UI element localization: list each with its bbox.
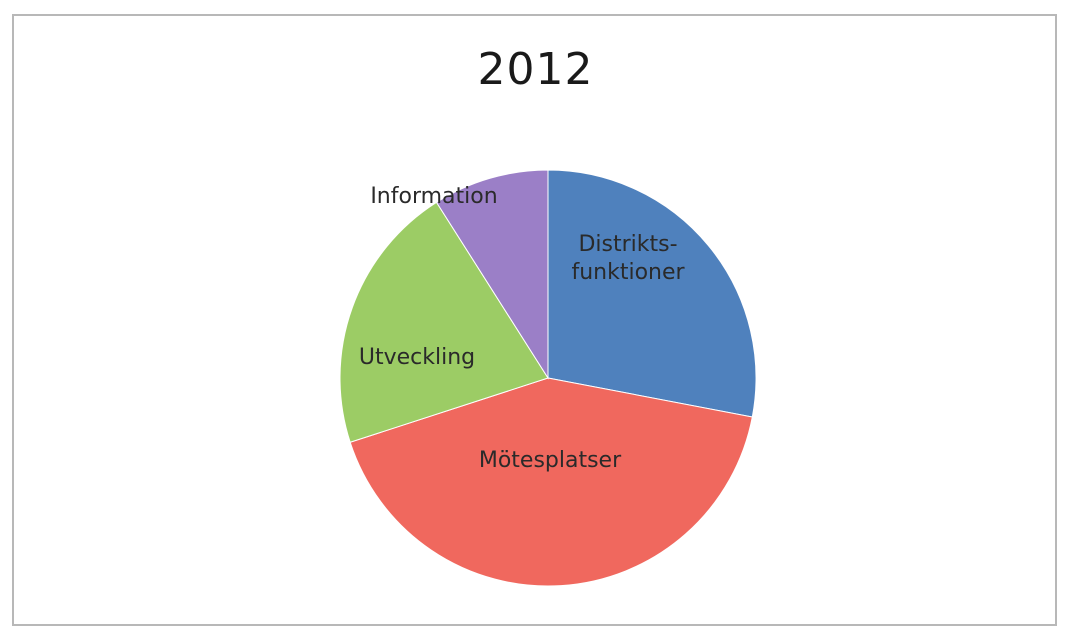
- pie-slice-mötesplatser: [349, 377, 753, 587]
- slice-label-line: Distrikts-: [578, 232, 677, 257]
- slice-label-line: Mötesplatser: [479, 448, 622, 473]
- pie-slices: [339, 169, 757, 587]
- slice-label-mötesplatser: Mötesplatser: [479, 448, 622, 473]
- slice-label-line: Information: [370, 184, 497, 209]
- chart-title: 2012: [477, 44, 594, 95]
- pie-labels: Distrikts-funktioner Mötesplatser Utveckli…: [359, 184, 686, 473]
- slice-label-utveckling: Utveckling: [359, 345, 475, 370]
- slice-label-distriktsfunktioner: Distrikts-funktioner: [571, 232, 685, 285]
- slice-label-line: Utveckling: [359, 345, 475, 370]
- slice-label-information: Information: [370, 184, 497, 209]
- slice-label-line: funktioner: [571, 260, 685, 285]
- pie-slice-utveckling: [339, 201, 549, 443]
- pie-slice-distriktsfunktioner: [547, 169, 757, 418]
- pie-slice-information: [435, 169, 549, 380]
